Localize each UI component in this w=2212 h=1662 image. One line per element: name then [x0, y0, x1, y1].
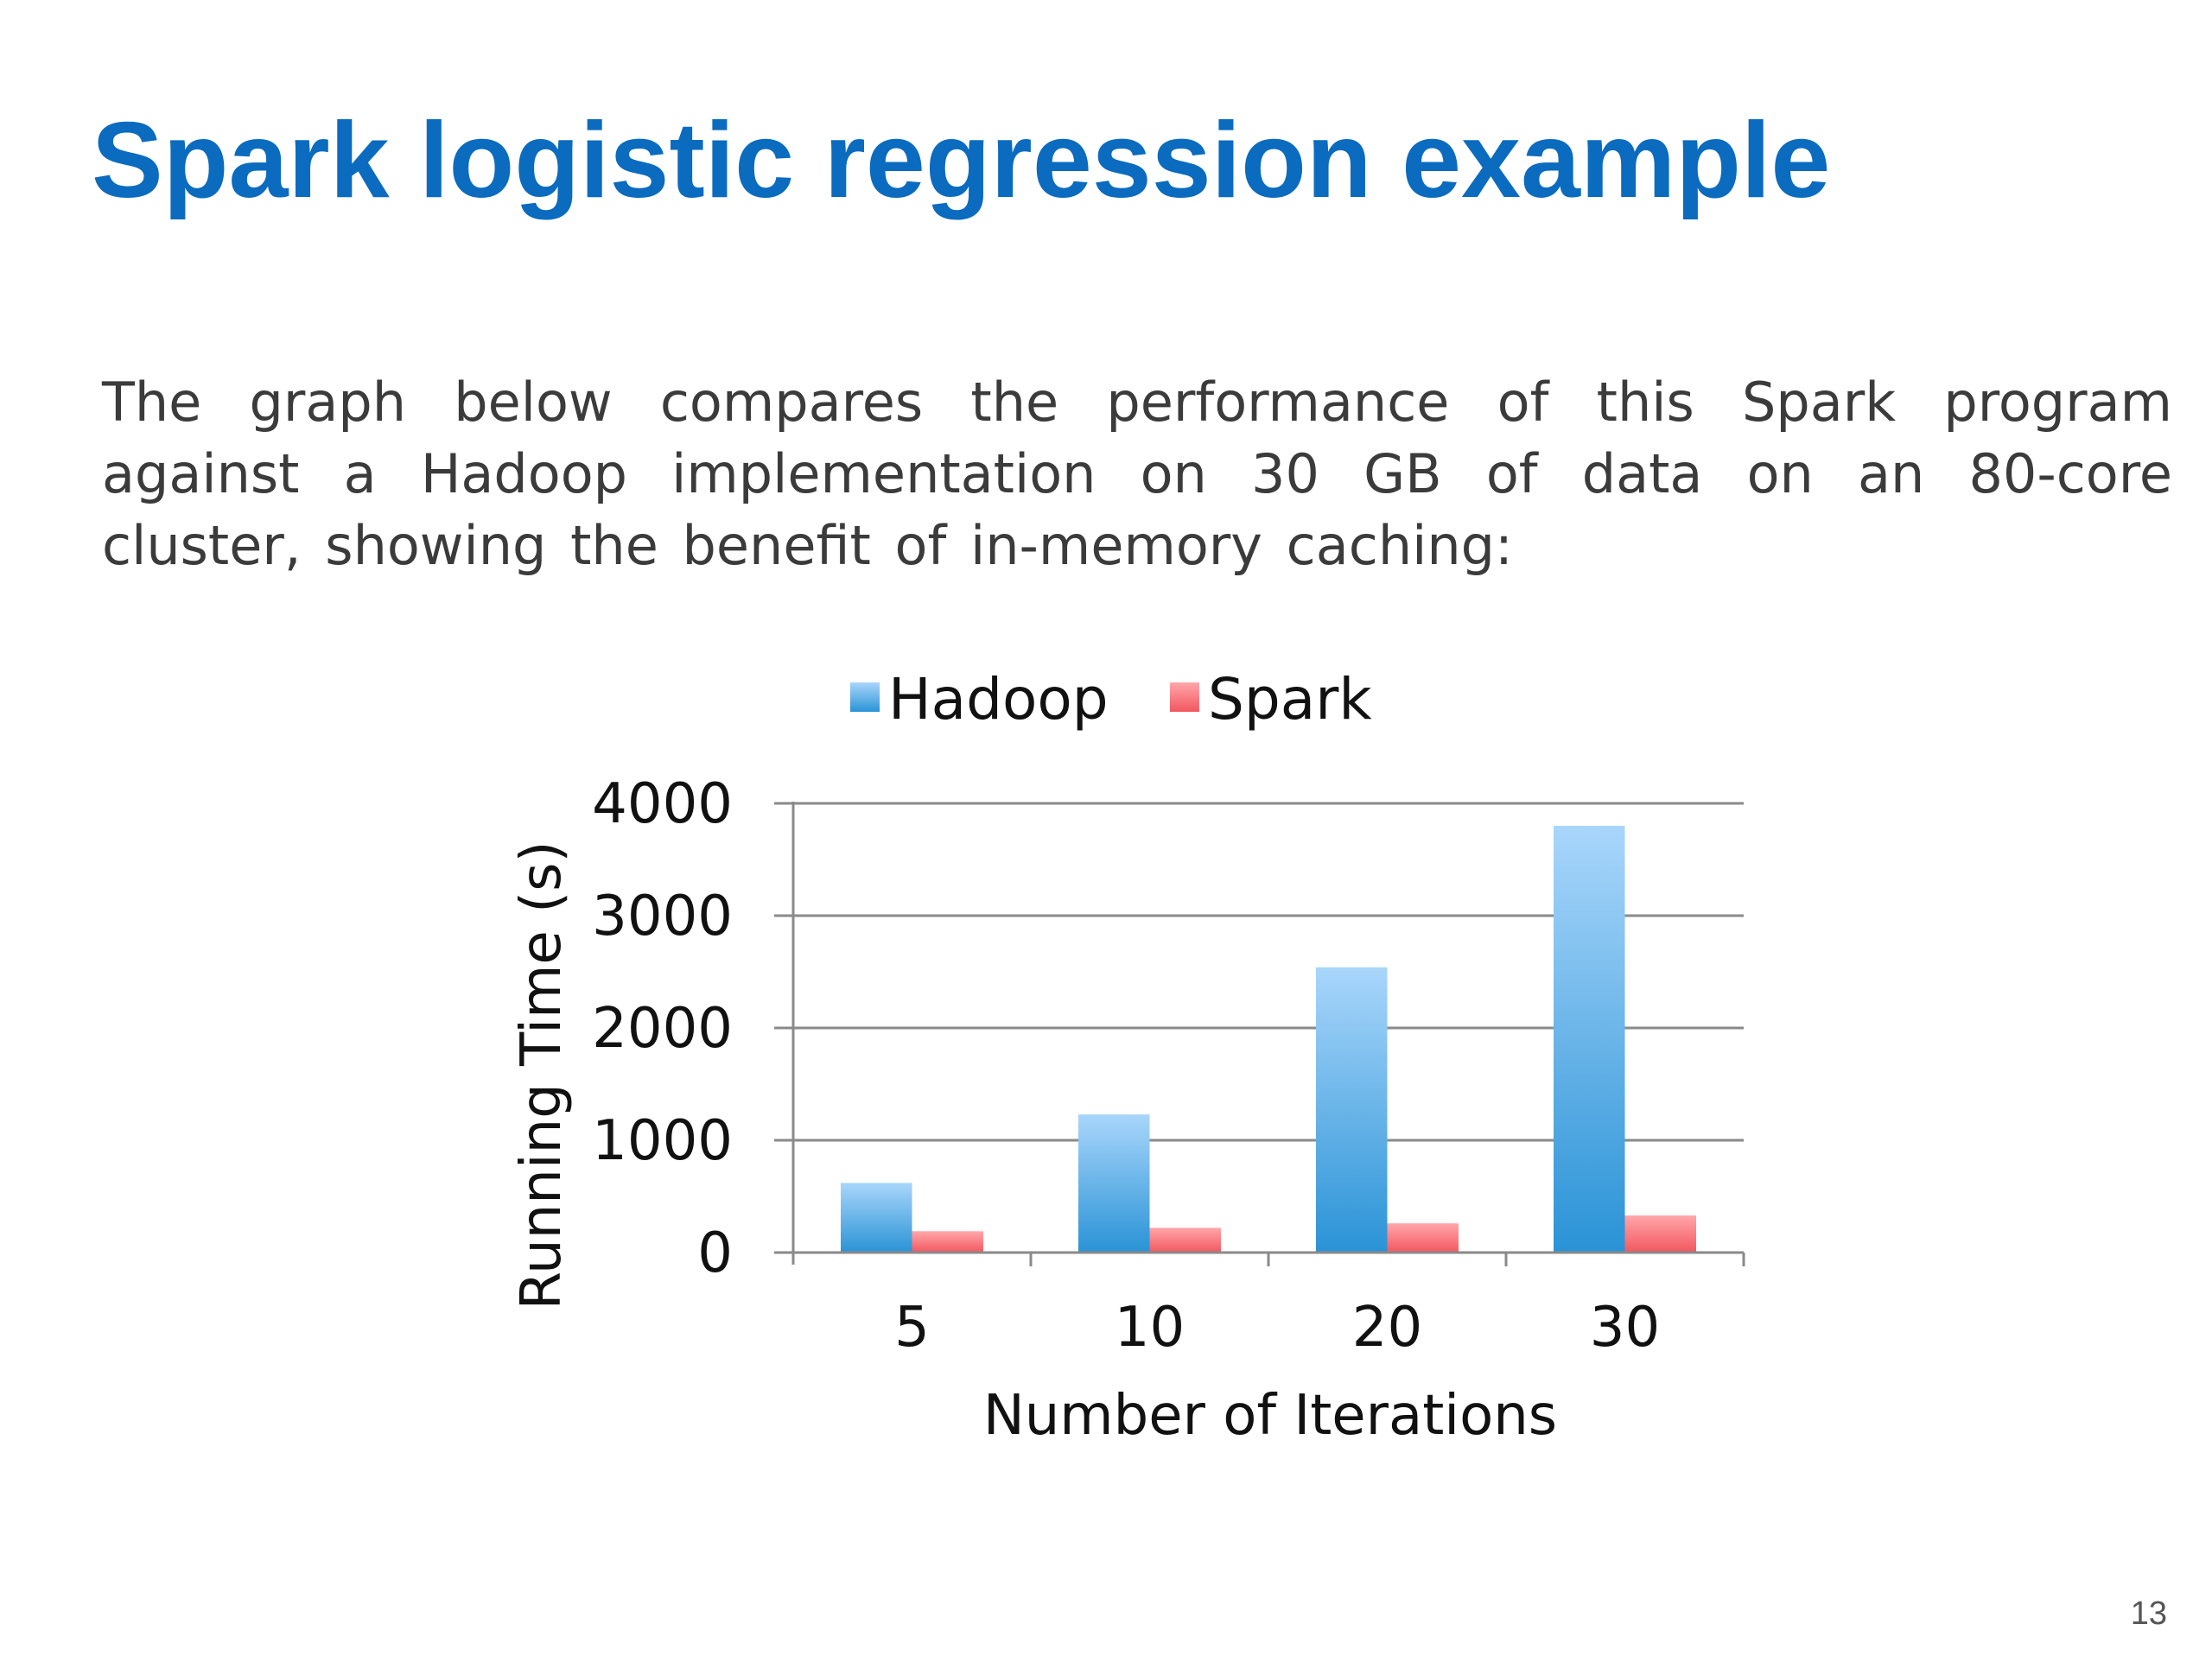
bar-spark-10: [1149, 1227, 1221, 1253]
legend-swatch-spark: [1170, 682, 1199, 712]
x-tick-label: 5: [894, 1296, 930, 1360]
bar-hadoop-5: [841, 1183, 912, 1253]
x-tick-label: 20: [1352, 1296, 1422, 1360]
bar-hadoop-20: [1316, 967, 1388, 1253]
page-number: 13: [2130, 1595, 2167, 1632]
y-tick-label: 0: [697, 1221, 733, 1285]
bar-spark-20: [1387, 1223, 1459, 1253]
slide-description: The graph below compares the performance…: [102, 371, 2172, 577]
bar-hadoop-10: [1078, 1114, 1150, 1253]
y-tick-label: 4000: [592, 772, 733, 836]
slide-title: Spark logistic regression example: [92, 101, 1831, 220]
legend: Hadoop Spark: [850, 666, 1372, 733]
bar-spark-5: [912, 1231, 983, 1253]
y-axis-label: Running Time (s): [510, 841, 574, 1310]
legend-label-spark: Spark: [1208, 666, 1372, 733]
y-tick-label: 2000: [592, 997, 733, 1061]
x-tick-label: 10: [1115, 1296, 1185, 1360]
y-tick-label: 1000: [592, 1109, 733, 1173]
axes: 0 1000 2000 3000 4000 5 10 20 30: [592, 772, 1745, 1360]
bar-hadoop-30: [1554, 826, 1625, 1253]
x-tick-label: 30: [1590, 1296, 1660, 1360]
legend-swatch-hadoop: [850, 682, 880, 712]
x-axis-label: Number of Iterations: [983, 1384, 1557, 1448]
y-tick-label: 3000: [592, 885, 733, 948]
bar-spark-30: [1624, 1215, 1696, 1253]
bars: [841, 826, 1696, 1253]
legend-label-hadoop: Hadoop: [888, 666, 1109, 733]
